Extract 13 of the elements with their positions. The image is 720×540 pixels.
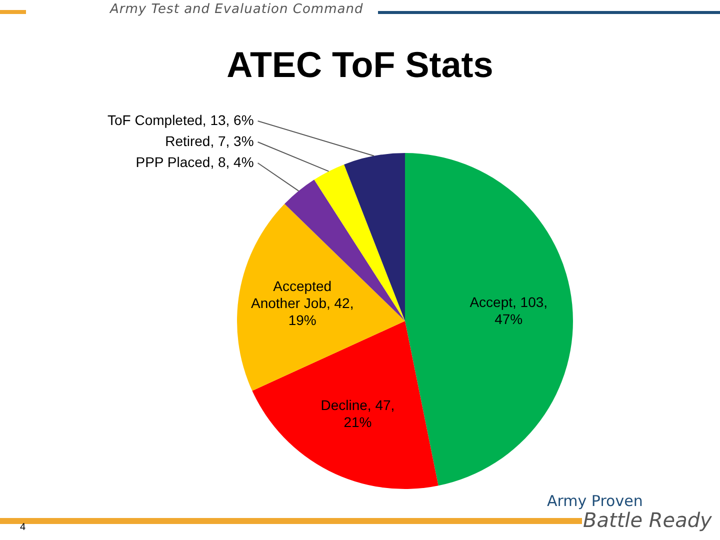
slice-label: Accept, 103, 47% — [468, 294, 549, 328]
text: Battle Ready — [583, 508, 712, 532]
text: Army Proven — [547, 492, 643, 510]
slice-label: Retired, 7, 3% — [165, 133, 254, 149]
pie-slice — [405, 153, 573, 486]
text: Army Test and Evaluation Command — [110, 2, 364, 18]
slice-label: ToF Completed, 13, 6% — [108, 112, 254, 128]
slice-label: Decline, 47, 21% — [320, 396, 396, 431]
slice-label: Accepted Another Job, 42, 19% — [250, 278, 354, 329]
text: 4 — [20, 522, 26, 533]
pie-slice — [237, 204, 405, 391]
chart-title: ATEC ToF Stats — [226, 44, 494, 86]
slice-label: PPP Placed, 8, 4% — [136, 154, 254, 170]
